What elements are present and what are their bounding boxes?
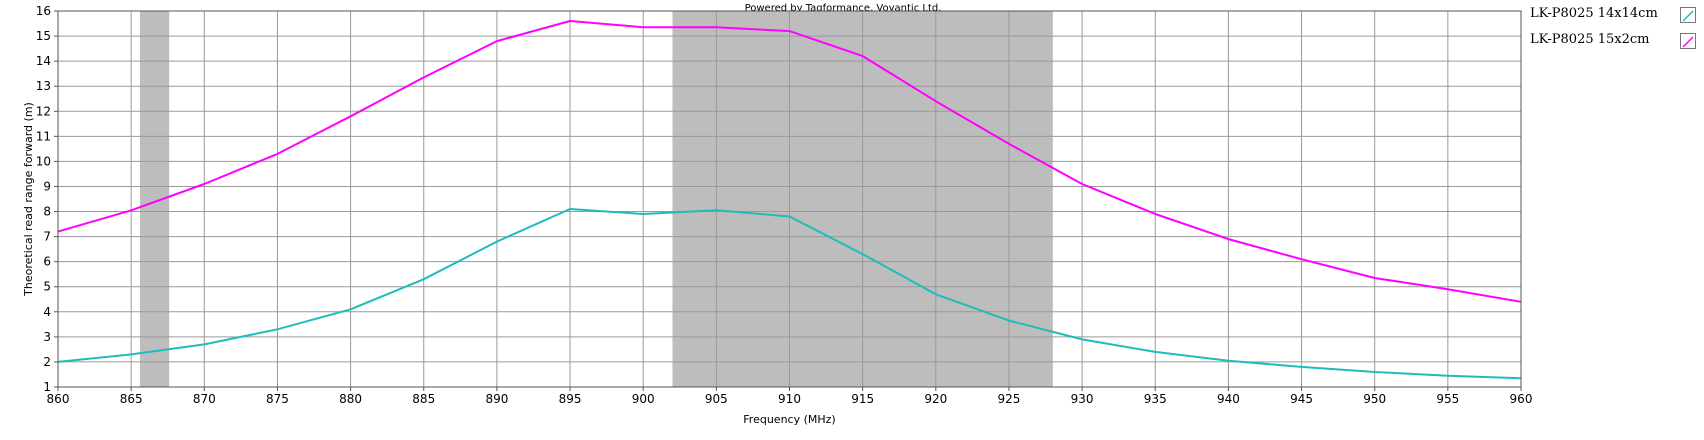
y-tick-label: 2 bbox=[43, 355, 51, 369]
legend-item[interactable]: LK-P8025 14x14cm bbox=[1530, 4, 1704, 30]
x-tick-label: 880 bbox=[339, 392, 362, 406]
x-tick-label: 870 bbox=[193, 392, 216, 406]
x-tick-label: 955 bbox=[1436, 392, 1459, 406]
y-tick-label: 7 bbox=[43, 230, 51, 244]
x-tick-label: 895 bbox=[559, 392, 582, 406]
x-tick-label: 950 bbox=[1363, 392, 1386, 406]
x-tick-label: 900 bbox=[632, 392, 655, 406]
y-tick-label: 9 bbox=[43, 179, 51, 193]
legend-label: LK-P8025 14x14cm bbox=[1530, 6, 1658, 21]
y-tick-label: 5 bbox=[43, 280, 51, 294]
x-axis-label: Frequency (MHz) bbox=[743, 413, 835, 426]
y-tick-label: 1 bbox=[43, 380, 51, 394]
y-tick-label: 14 bbox=[36, 54, 51, 68]
x-tick-label: 865 bbox=[120, 392, 143, 406]
x-tick-label: 905 bbox=[705, 392, 728, 406]
legend-swatch-icon bbox=[1680, 7, 1696, 23]
x-tick-label: 875 bbox=[266, 392, 289, 406]
y-tick-label: 13 bbox=[36, 79, 51, 93]
x-tick-label: 910 bbox=[778, 392, 801, 406]
y-axis-label: Theoretical read range forward (m) bbox=[22, 102, 35, 297]
y-tick-label: 6 bbox=[43, 255, 51, 269]
x-tick-label: 920 bbox=[924, 392, 947, 406]
chart-credit: Powered by Tagformance, Voyantic Ltd. bbox=[745, 3, 942, 14]
y-tick-label: 16 bbox=[36, 4, 51, 18]
shaded-bands bbox=[139, 11, 1053, 387]
y-tick-label: 11 bbox=[36, 129, 51, 143]
series-lines bbox=[57, 20, 1522, 380]
legend-item[interactable]: LK-P8025 15x2cm bbox=[1530, 30, 1704, 56]
x-tick-label: 885 bbox=[412, 392, 435, 406]
y-tick-label: 15 bbox=[36, 29, 51, 43]
x-tick-label: 960 bbox=[1510, 392, 1533, 406]
y-tick-label: 10 bbox=[36, 154, 51, 168]
x-tick-label: 890 bbox=[485, 392, 508, 406]
x-tick-label: 940 bbox=[1217, 392, 1240, 406]
y-tick-label: 12 bbox=[36, 104, 51, 118]
y-tick-label: 4 bbox=[43, 305, 51, 319]
x-tick-label: 915 bbox=[851, 392, 874, 406]
y-tick-label: 8 bbox=[43, 205, 51, 219]
y-tick-label: 3 bbox=[43, 330, 51, 344]
legend-swatch-icon bbox=[1680, 33, 1696, 49]
x-axis-ticks: 860 865 870 875 880 885 890 895 900 905 910 915 920 9… bbox=[47, 387, 1533, 406]
gridlines bbox=[57, 10, 1522, 388]
series-line bbox=[57, 20, 1522, 303]
x-tick-label: 930 bbox=[1071, 392, 1094, 406]
x-tick-label: 860 bbox=[47, 392, 70, 406]
x-tick-label: 935 bbox=[1144, 392, 1167, 406]
x-tick-label: 925 bbox=[997, 392, 1020, 406]
legend: LK-P8025 14x14cm LK-P8025 15x2cm bbox=[1530, 4, 1704, 56]
series-line bbox=[57, 208, 1522, 380]
x-tick-label: 945 bbox=[1290, 392, 1313, 406]
legend-label: LK-P8025 15x2cm bbox=[1530, 32, 1650, 47]
